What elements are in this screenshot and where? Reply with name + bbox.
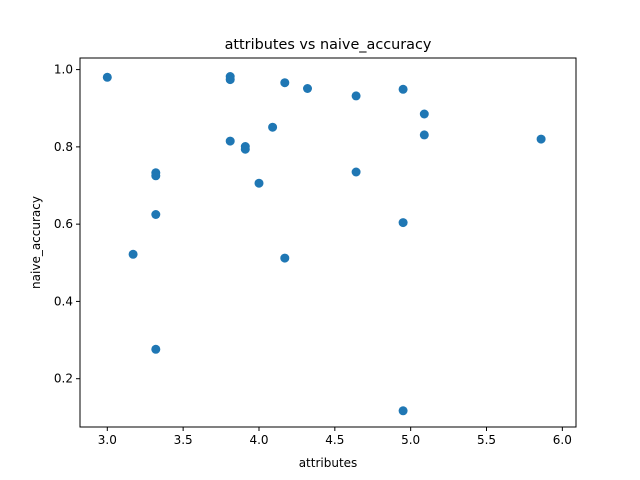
data-point-9 — [225, 136, 235, 146]
data-point-19 — [398, 84, 408, 94]
data-point-5 — [151, 210, 161, 219]
y-tick-label: 1.0 — [54, 63, 73, 77]
x-tick-label: 3.5 — [174, 433, 193, 447]
x-axis-label: attributes — [299, 456, 358, 470]
data-point-8 — [225, 75, 235, 85]
x-tick-label: 5.5 — [477, 433, 496, 447]
y-tick-label: 0.4 — [54, 294, 73, 308]
data-point-6 — [151, 344, 161, 354]
data-point-11 — [240, 144, 250, 154]
x-tick-label: 4.5 — [325, 433, 344, 447]
data-point-23 — [419, 130, 429, 140]
chart-title: attributes vs naive_accuracy — [225, 37, 432, 53]
data-point-21 — [398, 406, 408, 416]
data-point-18 — [351, 167, 361, 177]
x-tick-label: 4.0 — [249, 433, 268, 447]
data-point-24 — [536, 134, 546, 144]
data-point-2 — [128, 249, 138, 259]
y-tick-label: 0.6 — [54, 217, 73, 231]
x-axis-ticks: 3.0 3.5 4.0 4.5 5.0 5.5 6.0 — [98, 427, 572, 447]
data-point-20 — [398, 218, 408, 228]
data-points — [102, 72, 546, 416]
data-point-14 — [280, 78, 290, 88]
data-point-4 — [151, 171, 161, 181]
data-point-22 — [419, 109, 429, 119]
x-tick-label: 6.0 — [553, 433, 572, 447]
x-tick-label: 5.0 — [401, 433, 420, 447]
data-point-13 — [268, 122, 278, 132]
y-axis-label: naive_accuracy — [29, 196, 43, 289]
data-point-17 — [351, 91, 361, 101]
plot-frame — [79, 57, 577, 428]
data-point-16 — [303, 84, 312, 93]
data-point-1 — [102, 72, 112, 82]
y-tick-label: 0.2 — [54, 372, 73, 386]
data-point-15 — [280, 253, 290, 263]
data-point-12 — [254, 178, 264, 188]
y-axis-ticks: 0.2 0.4 0.6 0.8 1.0 — [54, 63, 80, 386]
y-tick-label: 0.8 — [54, 140, 73, 154]
x-tick-label: 3.0 — [98, 433, 117, 447]
